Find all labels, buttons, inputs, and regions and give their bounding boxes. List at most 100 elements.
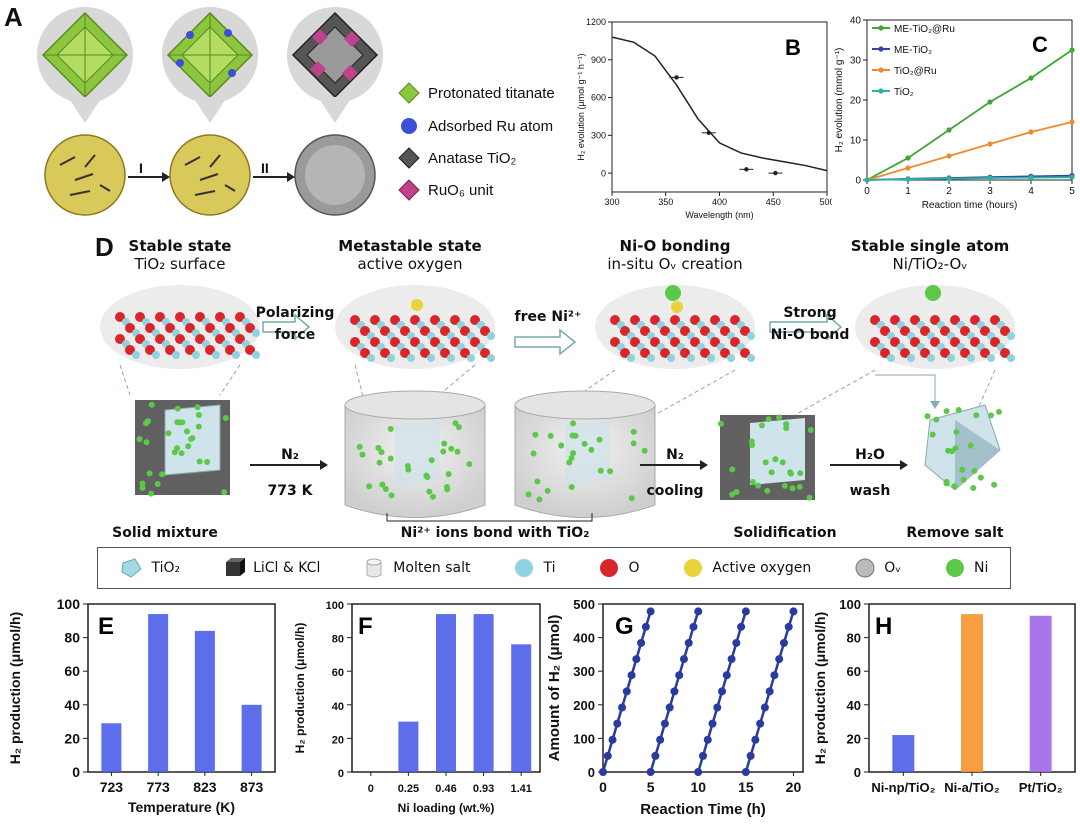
o-atom	[175, 334, 185, 344]
ni-atom	[429, 493, 436, 500]
o-atom	[680, 348, 690, 358]
ni-atom	[988, 412, 995, 419]
surface-lens-1	[100, 285, 260, 369]
ni-atom	[404, 462, 411, 469]
o-atom	[480, 326, 490, 336]
ti-atom	[232, 351, 240, 359]
header-sub: TiO₂ surface	[134, 255, 226, 273]
ni-atom	[154, 480, 161, 487]
o-atom	[980, 326, 990, 336]
x-tick-label: 1.41	[510, 783, 531, 795]
x-tick-label: 823	[193, 779, 217, 795]
y-tick-label: 0	[588, 765, 595, 780]
series-point	[946, 127, 952, 133]
arrow-free-ni	[514, 328, 577, 356]
ni-atom	[204, 459, 211, 466]
ti-atom	[907, 354, 915, 362]
cycle-point	[608, 735, 617, 744]
cycle-point	[627, 671, 636, 680]
header-title: Metastable state	[338, 237, 482, 255]
ti-atom	[252, 351, 260, 359]
y-tick-label: 100	[839, 597, 861, 612]
ni-atom	[772, 456, 779, 463]
o-atom	[940, 326, 950, 336]
tio2-icon	[121, 558, 143, 578]
ni-atom	[455, 424, 462, 431]
cycle-point	[746, 751, 755, 760]
surface-lens-4	[855, 285, 1015, 369]
header-stable-single-atom: Stable single atom Ni/TiO₂-Oᵥ	[840, 237, 1020, 273]
x-tick-label: 350	[658, 197, 673, 207]
x-axis-label: Reaction time (hours)	[922, 200, 1018, 211]
o-atom	[700, 326, 710, 336]
y-tick-label: 600	[591, 93, 606, 103]
o-atom	[640, 348, 650, 358]
ni-atom	[558, 442, 565, 449]
y-tick-label: 10	[850, 136, 862, 147]
y-tick-label: 100	[57, 596, 81, 612]
ni-atom	[951, 483, 958, 490]
series-point	[987, 99, 993, 105]
ti-atom	[212, 351, 220, 359]
y-tick-label: 300	[591, 130, 606, 140]
ni-atom	[222, 414, 229, 421]
cycle-point	[732, 638, 741, 647]
panel-d-illustration	[100, 285, 1015, 522]
o-atom	[450, 337, 460, 347]
molten-salt-icon	[366, 558, 382, 578]
o-atom	[630, 337, 640, 347]
o-atom	[480, 348, 490, 358]
o-atom	[930, 315, 940, 325]
ni-atom	[729, 466, 736, 473]
ni-atom	[630, 428, 637, 435]
ni-atom	[765, 416, 772, 423]
ni-atom	[970, 484, 977, 491]
o-atom	[460, 326, 470, 336]
x-tick-label: 5	[1069, 186, 1075, 197]
o-atom	[940, 348, 950, 358]
legend-label: TiO₂	[894, 87, 914, 98]
titanate-particle-2	[169, 134, 251, 216]
o-atom	[400, 326, 410, 336]
cycle-point	[789, 607, 798, 616]
y-tick-label: 40	[850, 16, 862, 27]
ti-atom	[887, 354, 895, 362]
ti-atom	[627, 354, 635, 362]
o-atom	[205, 323, 215, 333]
y-tick-label: 60	[332, 667, 344, 679]
o-atom	[430, 315, 440, 325]
y-tick-label: 80	[332, 634, 344, 646]
o-atom	[370, 337, 380, 347]
y-tick-label: 40	[847, 698, 861, 713]
o-atom	[125, 345, 135, 355]
o-atom	[115, 334, 125, 344]
x-tick-label: 0	[864, 186, 870, 197]
legend-active-oxygen: Active oxygen	[712, 560, 812, 576]
o-atom	[205, 345, 215, 355]
o-atom	[660, 326, 670, 336]
y-tick-label: 60	[64, 663, 80, 679]
o-atom	[950, 337, 960, 347]
ni-atom	[568, 454, 575, 461]
o-atom	[410, 337, 420, 347]
x-tick-label: 450	[766, 197, 781, 207]
arrow-label-line2: force	[274, 327, 316, 343]
o-atom	[710, 337, 720, 347]
arrow-label-line1: Strong	[783, 305, 837, 321]
x-tick-label: 5	[647, 779, 655, 795]
o-atom	[195, 334, 205, 344]
arrow-label-line2: wash	[849, 483, 891, 499]
y-tick-label: 1200	[586, 17, 606, 27]
arrow-strong-bond	[769, 313, 843, 341]
ni-atom	[570, 450, 577, 457]
ni-atom	[588, 446, 595, 453]
cycle-point	[741, 607, 750, 616]
panel-label-c: C	[1032, 32, 1048, 57]
ni-atom	[532, 431, 539, 438]
panel-label-b: B	[785, 35, 801, 60]
ti-atom	[927, 354, 935, 362]
ni-atom	[641, 447, 648, 454]
ni-atom	[948, 448, 955, 455]
o-atom	[900, 326, 910, 336]
ni-atom	[196, 458, 203, 465]
